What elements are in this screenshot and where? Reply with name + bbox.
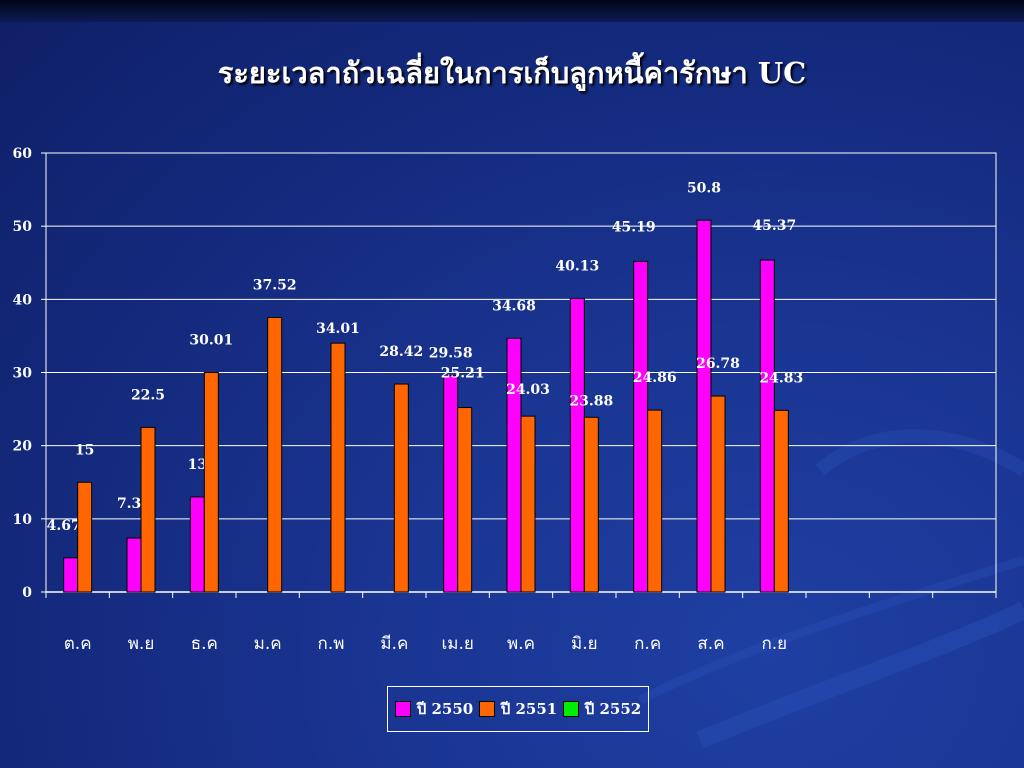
y-tick-label: 60: [13, 146, 33, 162]
legend-swatch-2551: [478, 701, 495, 717]
legend-swatch-2550: [394, 701, 411, 717]
data-label: 37.52: [253, 277, 297, 293]
data-label: 29.58: [429, 346, 473, 362]
data-label: 15: [75, 442, 94, 458]
legend-item-2551: ปี 2551: [478, 697, 558, 721]
bar-ปี-2551: [457, 407, 473, 593]
chart-legend: ปี 2550 ปี 2551 ปี 2552: [387, 686, 649, 732]
data-label: 28.42: [379, 344, 423, 360]
x-tick-label: เม.ย: [441, 634, 473, 654]
data-label: 23.88: [569, 393, 613, 409]
bar-ปี-2551: [77, 481, 93, 593]
bar-ปี-2550: [63, 557, 79, 593]
bar-ปี-2551: [710, 395, 726, 593]
bar-ปี-2550: [189, 496, 205, 593]
data-label: 45.19: [612, 219, 656, 235]
data-label: 30.01: [189, 332, 233, 348]
y-tick-label: 50: [13, 219, 33, 235]
bar-ปี-2551: [583, 416, 599, 593]
y-tick-label: 40: [13, 292, 33, 308]
data-label: 4.67: [47, 518, 81, 534]
legend-label-2550: ปี 2550: [416, 700, 474, 718]
slide-title: ระยะเวลาถัวเฉลี่ยในการเก็บลูกหนี้ค่ารักษ…: [217, 56, 807, 90]
x-tick-label: พ.ค: [507, 634, 535, 654]
data-label: 45.37: [752, 218, 796, 234]
data-label: 34.68: [492, 298, 536, 314]
legend-item-2550: ปี 2550: [394, 697, 474, 721]
bar-ปี-2551: [647, 409, 663, 593]
y-tick-label: 30: [13, 366, 33, 382]
bar-ปี-2550: [443, 375, 459, 593]
data-label: 13: [188, 457, 207, 473]
y-tick-label: 10: [13, 512, 33, 528]
bar-ปี-2551: [773, 409, 789, 593]
legend-swatch-2552: [562, 701, 579, 717]
legend-label-2552: ปี 2552: [584, 700, 642, 718]
data-label: 25.21: [441, 366, 485, 382]
data-label: 40.13: [555, 258, 599, 274]
bar-ปี-2551: [140, 426, 156, 593]
x-tick-label: มิ.ย: [571, 634, 598, 654]
y-tick-label: 0: [22, 585, 32, 601]
x-tick-label: ธ.ค: [191, 634, 218, 654]
data-label: 50.8: [687, 180, 721, 196]
data-label: 22.5: [131, 387, 165, 403]
bar-ปี-2550: [506, 337, 522, 593]
x-tick-label: ก.พ: [318, 634, 345, 654]
bar-ปี-2550: [126, 537, 142, 593]
top-bar: [0, 0, 1024, 22]
bar-ปี-2551: [330, 342, 346, 593]
bar-ปี-2551: [393, 383, 409, 593]
x-tick-label: ม.ค: [254, 634, 282, 654]
x-tick-label: ส.ค: [697, 634, 724, 654]
data-label: 24.83: [759, 370, 803, 386]
bar-ปี-2550: [569, 297, 585, 593]
bar-ปี-2551: [267, 316, 283, 593]
x-tick-label: มี.ค: [380, 634, 408, 654]
bar-ปี-2550: [633, 260, 649, 593]
x-tick-label: พ.ย: [128, 634, 155, 654]
legend-label-2551: ปี 2551: [500, 700, 558, 718]
data-label: 26.78: [696, 356, 740, 372]
bar-ปี-2551: [520, 415, 536, 593]
data-label: 24.86: [633, 370, 677, 386]
data-label: 34.01: [316, 321, 360, 337]
x-tick-label: ก.ค: [634, 634, 661, 654]
data-label: 24.03: [506, 382, 550, 398]
legend-item-2552: ปี 2552: [562, 697, 642, 721]
bar-ปี-2550: [759, 259, 775, 593]
x-tick-label: ต.ค: [64, 634, 92, 654]
y-tick-label: 20: [13, 439, 33, 455]
bar-ปี-2550: [696, 219, 712, 593]
x-tick-label: ก.ย: [761, 634, 787, 654]
bar-ปี-2551: [203, 371, 219, 593]
